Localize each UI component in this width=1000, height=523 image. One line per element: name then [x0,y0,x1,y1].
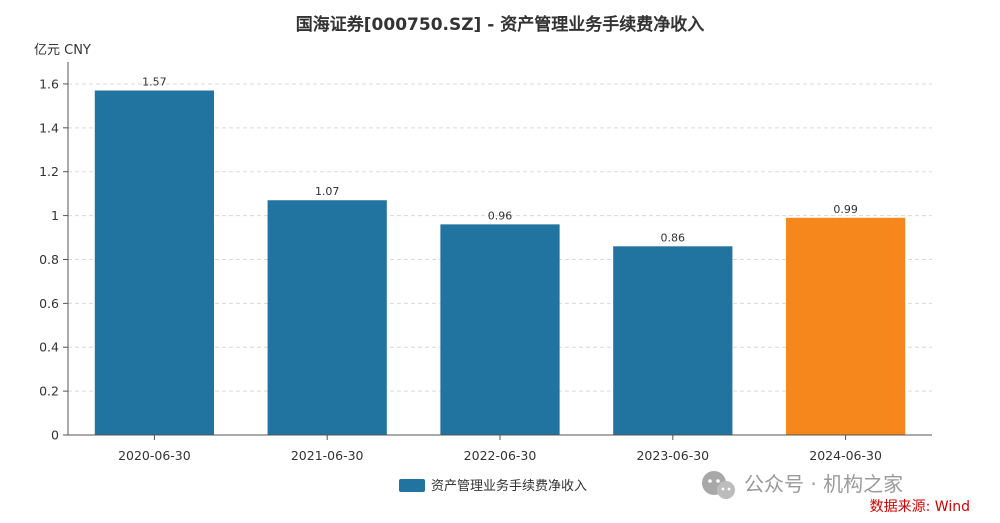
data-labels: 1.57 1.07 0.96 0.86 0.99 [142,76,858,245]
bar [613,246,733,435]
data-source: 数据来源: Wind [870,499,970,515]
data-label: 0.96 [488,209,513,222]
data-label: 1.07 [315,185,340,198]
x-tick-label: 2023-06-30 [636,448,709,463]
legend-swatch [399,479,425,492]
y-tick-label: 1 [51,208,59,223]
bar [267,200,387,435]
axes: 0 0.2 0.4 0.6 0.8 1 1.2 1.4 1.6 2020-06-30 2021-06… [39,62,932,463]
x-tick-label: 2020-06-30 [118,448,191,463]
y-tick-label: 0.2 [39,384,59,399]
y-tick-label: 0.6 [39,296,59,311]
bar [785,217,906,435]
x-tick-label: 2024-06-30 [809,448,882,463]
y-axis-unit-label: 亿元 CNY [34,43,91,58]
chart-title: 国海证券[000750.SZ] - 资产管理业务手续费净收入 [296,14,704,35]
data-label: 0.86 [661,231,686,244]
x-tick-label: 2021-06-30 [291,448,364,463]
data-label: 1.57 [142,76,167,89]
x-tick-label: 2022-06-30 [464,448,537,463]
wechat-icon [702,471,735,499]
watermark: 公众号 · 机构之家 [702,471,903,499]
y-tick-label: 1.6 [39,76,59,91]
legend: 资产管理业务手续费净收入 [399,478,587,494]
watermark-text: 公众号 · 机构之家 [744,472,903,496]
y-tick-label: 1.2 [39,164,59,179]
y-tick-label: 1.4 [39,120,59,135]
y-tick-label: 0 [51,428,59,443]
legend-label: 资产管理业务手续费净收入 [431,478,587,494]
bar [440,224,560,435]
bar [94,90,215,435]
bars [94,90,906,435]
data-label: 0.99 [833,203,858,216]
y-tick-label: 0.8 [39,252,59,267]
y-tick-label: 0.4 [39,340,59,355]
